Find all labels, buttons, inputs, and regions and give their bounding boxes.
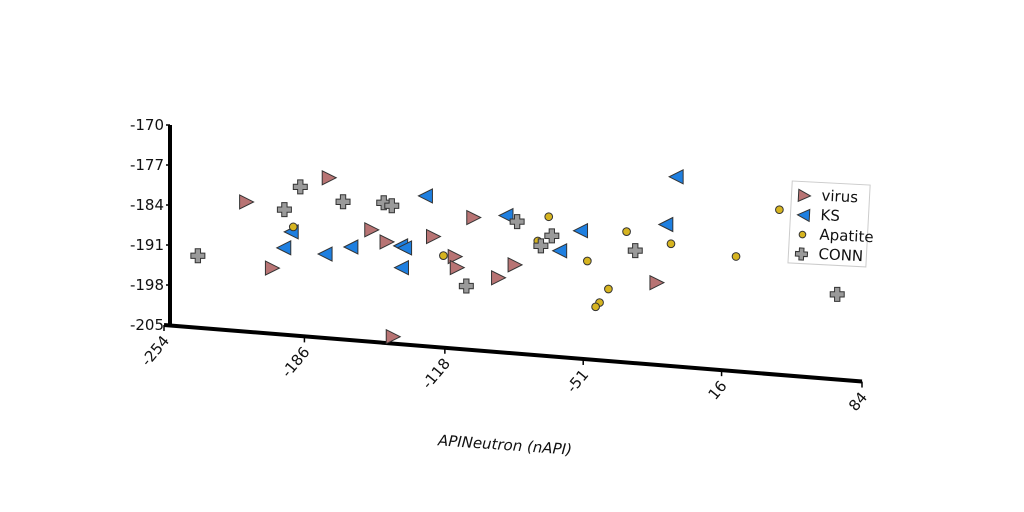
point	[379, 234, 396, 250]
point	[458, 278, 474, 294]
point	[582, 256, 592, 266]
point	[491, 270, 507, 286]
legend-marker	[797, 188, 812, 203]
x-tick-label: -51	[563, 366, 593, 396]
point	[425, 228, 442, 245]
point	[507, 257, 524, 273]
point	[335, 194, 351, 210]
point	[275, 240, 292, 256]
legend-marker	[796, 208, 811, 223]
point	[533, 238, 549, 254]
legend-label: virus	[821, 187, 859, 207]
legend-label: CONN	[818, 245, 864, 265]
point	[385, 328, 402, 345]
point	[666, 239, 676, 249]
point	[668, 168, 684, 185]
x-tick-label: -186	[278, 343, 314, 381]
point	[321, 170, 338, 186]
x-tick-label: 84	[845, 389, 871, 415]
x-tick-label: 16	[705, 377, 731, 403]
y-tick-label: -198	[130, 276, 164, 294]
point	[604, 284, 613, 294]
y-tick-label: -170	[130, 116, 164, 134]
point	[627, 243, 643, 259]
y-tick-label: -205	[130, 316, 164, 334]
point	[439, 251, 448, 260]
point	[190, 248, 206, 264]
legend-marker	[794, 247, 809, 261]
point	[466, 209, 482, 226]
legend-label: KS	[820, 206, 840, 225]
point	[276, 202, 292, 218]
point	[731, 252, 741, 261]
legend-box	[787, 180, 871, 268]
point	[393, 259, 409, 276]
point	[572, 222, 589, 239]
point	[544, 212, 554, 222]
legend-label: Apatite	[819, 225, 874, 246]
point	[447, 248, 464, 265]
point	[497, 207, 514, 224]
y-tick-label: -177	[130, 156, 164, 174]
point	[509, 214, 525, 230]
x-axis	[163, 323, 863, 384]
point	[649, 274, 666, 291]
point	[622, 227, 631, 236]
point	[591, 302, 600, 312]
point	[384, 198, 400, 214]
point	[264, 260, 281, 276]
point	[775, 205, 784, 215]
point	[376, 195, 392, 211]
x-tick-label: -118	[418, 355, 454, 393]
point	[417, 188, 433, 204]
point	[342, 239, 359, 255]
point	[829, 286, 845, 302]
point	[657, 216, 674, 233]
point	[396, 240, 413, 256]
point	[364, 222, 380, 238]
point	[288, 222, 298, 232]
point	[551, 242, 568, 259]
point	[239, 194, 255, 210]
point	[544, 228, 560, 244]
point	[316, 246, 333, 262]
point	[292, 179, 308, 195]
legend-marker	[798, 230, 807, 239]
y-tick-label: -191	[130, 236, 164, 254]
point	[449, 259, 466, 276]
x-tick-label: -254	[137, 332, 173, 370]
x-axis-label: APINeutron (nAPI)	[436, 431, 572, 458]
y-tick-label: -184	[130, 196, 164, 214]
